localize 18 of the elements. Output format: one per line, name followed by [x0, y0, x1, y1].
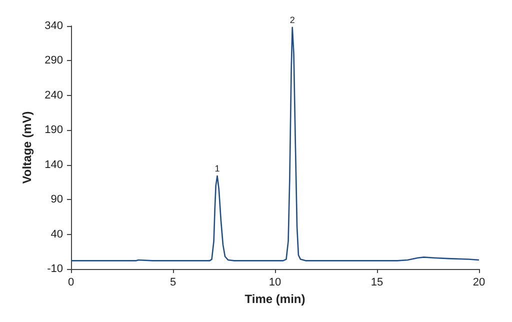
y-tick-label: -10 [47, 263, 63, 275]
y-tick-label: 90 [50, 194, 63, 206]
y-tick-label: 240 [44, 89, 63, 102]
x-tick-label: 5 [170, 276, 176, 288]
x-tick-label: 0 [68, 276, 74, 288]
annotation: 1 [214, 163, 220, 174]
x-tick-label: 10 [268, 276, 282, 288]
line-series [70, 26, 480, 262]
x-tick-label: 15 [370, 276, 384, 288]
y-tick-label: 340 [44, 20, 63, 32]
y-tick-label: 190 [44, 124, 63, 136]
y-axis-title: Voltage (mV) [20, 111, 34, 184]
x-axis-title: Time (min) [244, 292, 306, 306]
y-tick-label: 40 [50, 228, 63, 240]
annotation: 2 [290, 14, 295, 25]
x-tick-label: 20 [472, 276, 486, 288]
y-tick-label: 140 [44, 158, 63, 171]
y-tick-label: 290 [44, 54, 63, 67]
